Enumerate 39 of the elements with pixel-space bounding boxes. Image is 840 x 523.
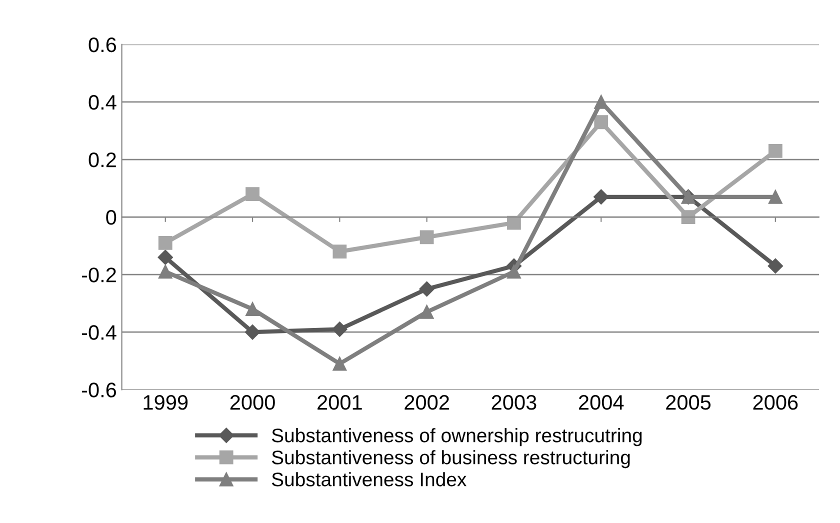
point <box>507 216 521 230</box>
legend-label: Substantiveness of ownership restrucutring <box>272 428 642 446</box>
point <box>768 258 783 274</box>
y-tick-label: 0.2 <box>88 152 116 168</box>
point <box>246 302 260 316</box>
point <box>594 95 608 109</box>
point <box>244 324 260 340</box>
point <box>158 236 172 250</box>
point <box>768 144 782 158</box>
y-tick-label: 0.6 <box>88 37 116 52</box>
y-tick-label: -0.2 <box>82 268 116 282</box>
x-tick-label: 2001 <box>318 395 362 410</box>
point <box>158 264 172 279</box>
point <box>507 264 521 279</box>
y-tick-label: 0 <box>106 210 116 225</box>
point <box>158 250 173 265</box>
x-tick-label: 2004 <box>579 395 624 410</box>
point <box>419 281 434 297</box>
x-tick-label: 2006 <box>753 395 798 410</box>
x-tick-label: 2002 <box>404 395 449 410</box>
y-tick-label: -0.6 <box>82 382 116 398</box>
x-tick-label: 2003 <box>492 395 536 410</box>
y-tick-label: -0.4 <box>82 325 116 340</box>
point <box>332 244 347 259</box>
point <box>420 305 434 319</box>
point <box>246 187 260 201</box>
point <box>594 115 608 130</box>
x-tick-label: 2005 <box>666 395 711 410</box>
point <box>594 189 609 204</box>
x-tick-label: 1999 <box>144 395 188 410</box>
y-tick-label: 0.4 <box>88 94 116 110</box>
point <box>332 322 348 337</box>
x-tick-label: 2000 <box>230 395 275 410</box>
point <box>768 190 782 204</box>
legend-label: Substantiveness Index <box>272 472 466 486</box>
point <box>332 356 347 371</box>
point <box>681 210 696 224</box>
legend-label: Substantiveness of business restructuring <box>272 450 630 468</box>
point <box>420 230 434 244</box>
